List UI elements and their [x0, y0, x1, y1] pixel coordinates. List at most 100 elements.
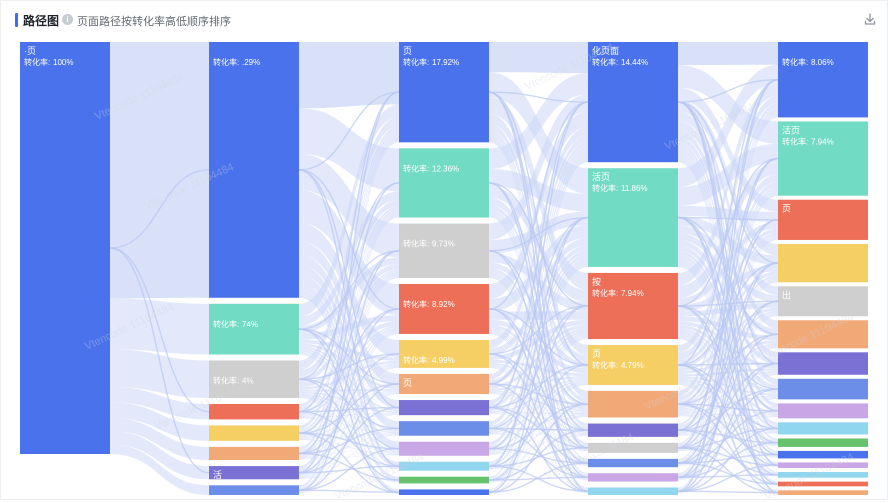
sankey-node-l4-2[interactable]: 页: [778, 199, 868, 240]
sankey-node-l2-6[interactable]: [399, 400, 489, 416]
sankey-node-l2-7[interactable]: [399, 421, 489, 436]
sankey-node-l4-4[interactable]: 出: [778, 286, 868, 317]
sankey-node-bar[interactable]: [778, 42, 868, 118]
sankey-link[interactable]: [299, 274, 399, 451]
sankey-link[interactable]: [299, 116, 399, 371]
sankey-link[interactable]: [678, 383, 778, 486]
sankey-link[interactable]: [678, 235, 778, 430]
sankey-node-bar[interactable]: [399, 284, 489, 334]
sankey-link[interactable]: [299, 276, 399, 491]
sankey-link[interactable]: [489, 416, 588, 470]
sankey-link[interactable]: [489, 158, 588, 479]
sankey-link[interactable]: [299, 125, 399, 408]
sankey-node-l1-4[interactable]: [209, 425, 299, 441]
sankey-node-l2-1[interactable]: 转化率: 12.36%: [399, 148, 489, 218]
sankey-node-bar[interactable]: [399, 148, 489, 218]
download-icon[interactable]: [863, 12, 877, 26]
sankey-link[interactable]: [678, 398, 778, 481]
sankey-link[interactable]: [299, 273, 399, 455]
sankey-link[interactable]: [489, 254, 588, 430]
sankey-node-bar[interactable]: [209, 485, 299, 495]
sankey-link[interactable]: [489, 261, 588, 467]
sankey-link[interactable]: [299, 391, 399, 439]
sankey-node-bar[interactable]: [588, 458, 678, 468]
sankey-link[interactable]: [299, 417, 399, 434]
sankey-link[interactable]: [299, 392, 399, 458]
sankey-link[interactable]: [299, 352, 399, 482]
sankey-link[interactable]: [489, 376, 588, 391]
sankey-link[interactable]: [110, 402, 209, 441]
sankey-link[interactable]: [110, 386, 209, 420]
sankey-node-bar[interactable]: [778, 121, 868, 196]
sankey-link[interactable]: [678, 186, 778, 429]
sankey-link[interactable]: [678, 328, 778, 415]
sankey-link[interactable]: [299, 414, 399, 478]
sankey-link[interactable]: [299, 257, 399, 334]
sankey-node-bar[interactable]: [399, 42, 489, 143]
sankey-link[interactable]: [489, 127, 588, 349]
sankey-node-l4-12[interactable]: [778, 462, 868, 469]
sankey-node-bar[interactable]: [209, 303, 299, 355]
sankey-link[interactable]: [489, 392, 588, 452]
sankey-link[interactable]: [110, 431, 209, 480]
sankey-link[interactable]: [299, 393, 399, 494]
sankey-node-bar[interactable]: [778, 286, 868, 317]
sankey-link[interactable]: [489, 263, 588, 481]
sankey-link[interactable]: [678, 110, 778, 445]
sankey-link[interactable]: [678, 373, 778, 466]
sankey-link[interactable]: [489, 73, 588, 170]
sankey-link[interactable]: [678, 143, 778, 206]
sankey-link[interactable]: [299, 42, 399, 109]
sankey-link[interactable]: [299, 264, 399, 383]
sankey-link[interactable]: [299, 315, 399, 340]
sankey-link[interactable]: [678, 347, 778, 480]
sankey-node-l4-13[interactable]: [778, 472, 868, 478]
sankey-link[interactable]: [489, 384, 588, 494]
sankey-link[interactable]: [678, 191, 778, 463]
sankey-node-bar[interactable]: [778, 450, 868, 459]
sankey-link[interactable]: [299, 191, 399, 326]
sankey-node-l4-3[interactable]: [778, 243, 868, 283]
sankey-node-l1-5[interactable]: [209, 446, 299, 461]
sankey-link[interactable]: [678, 337, 778, 485]
sankey-node-bar[interactable]: [588, 423, 678, 437]
sankey-link[interactable]: [299, 395, 399, 470]
sankey-link[interactable]: [299, 339, 399, 361]
sankey-link[interactable]: [299, 434, 399, 479]
sankey-node-bar[interactable]: [399, 223, 489, 279]
sankey-node-l1-7[interactable]: [209, 485, 299, 495]
sankey-node-l4-15[interactable]: [778, 490, 868, 495]
sankey-link[interactable]: [489, 42, 588, 74]
sankey-node-bar[interactable]: [778, 378, 868, 400]
sankey-node-l1-2[interactable]: 转化率: 4%: [209, 360, 299, 398]
sankey-node-l4-6[interactable]: [778, 352, 868, 375]
sankey-link[interactable]: [299, 364, 399, 438]
sankey-node-l4-8[interactable]: [778, 403, 868, 419]
sankey-node-l1-6[interactable]: 活: [209, 466, 299, 480]
sankey-node-bar[interactable]: [399, 461, 489, 471]
sankey-node-l3-8[interactable]: [588, 473, 678, 482]
sankey-node-bar[interactable]: [209, 446, 299, 461]
sankey-link[interactable]: [489, 94, 588, 240]
sankey-link[interactable]: [299, 360, 399, 390]
sankey-node-l3-2[interactable]: 按转化率: 7.94%: [588, 272, 678, 340]
sankey-link[interactable]: [489, 379, 588, 434]
sankey-node-bar[interactable]: [399, 441, 489, 456]
sankey-node-bar[interactable]: [778, 243, 868, 283]
sankey-node-l1-1[interactable]: 转化率: 74%: [209, 303, 299, 355]
sankey-link[interactable]: [678, 347, 778, 493]
sankey-node-l4-10[interactable]: [778, 438, 868, 447]
sankey-link[interactable]: [678, 64, 778, 188]
sankey-node-bar[interactable]: [209, 403, 299, 420]
sankey-node-l2-8[interactable]: [399, 441, 489, 456]
sankey-node-l3-7[interactable]: [588, 458, 678, 468]
sankey-link[interactable]: [299, 206, 399, 411]
sankey-node-bar[interactable]: [588, 390, 678, 418]
sankey-node-l4-7[interactable]: [778, 378, 868, 400]
sankey-node-bar[interactable]: [399, 339, 489, 368]
sankey-node-bar[interactable]: [399, 489, 489, 495]
sankey-link[interactable]: [299, 321, 399, 388]
sankey-node-bar[interactable]: [778, 320, 868, 349]
